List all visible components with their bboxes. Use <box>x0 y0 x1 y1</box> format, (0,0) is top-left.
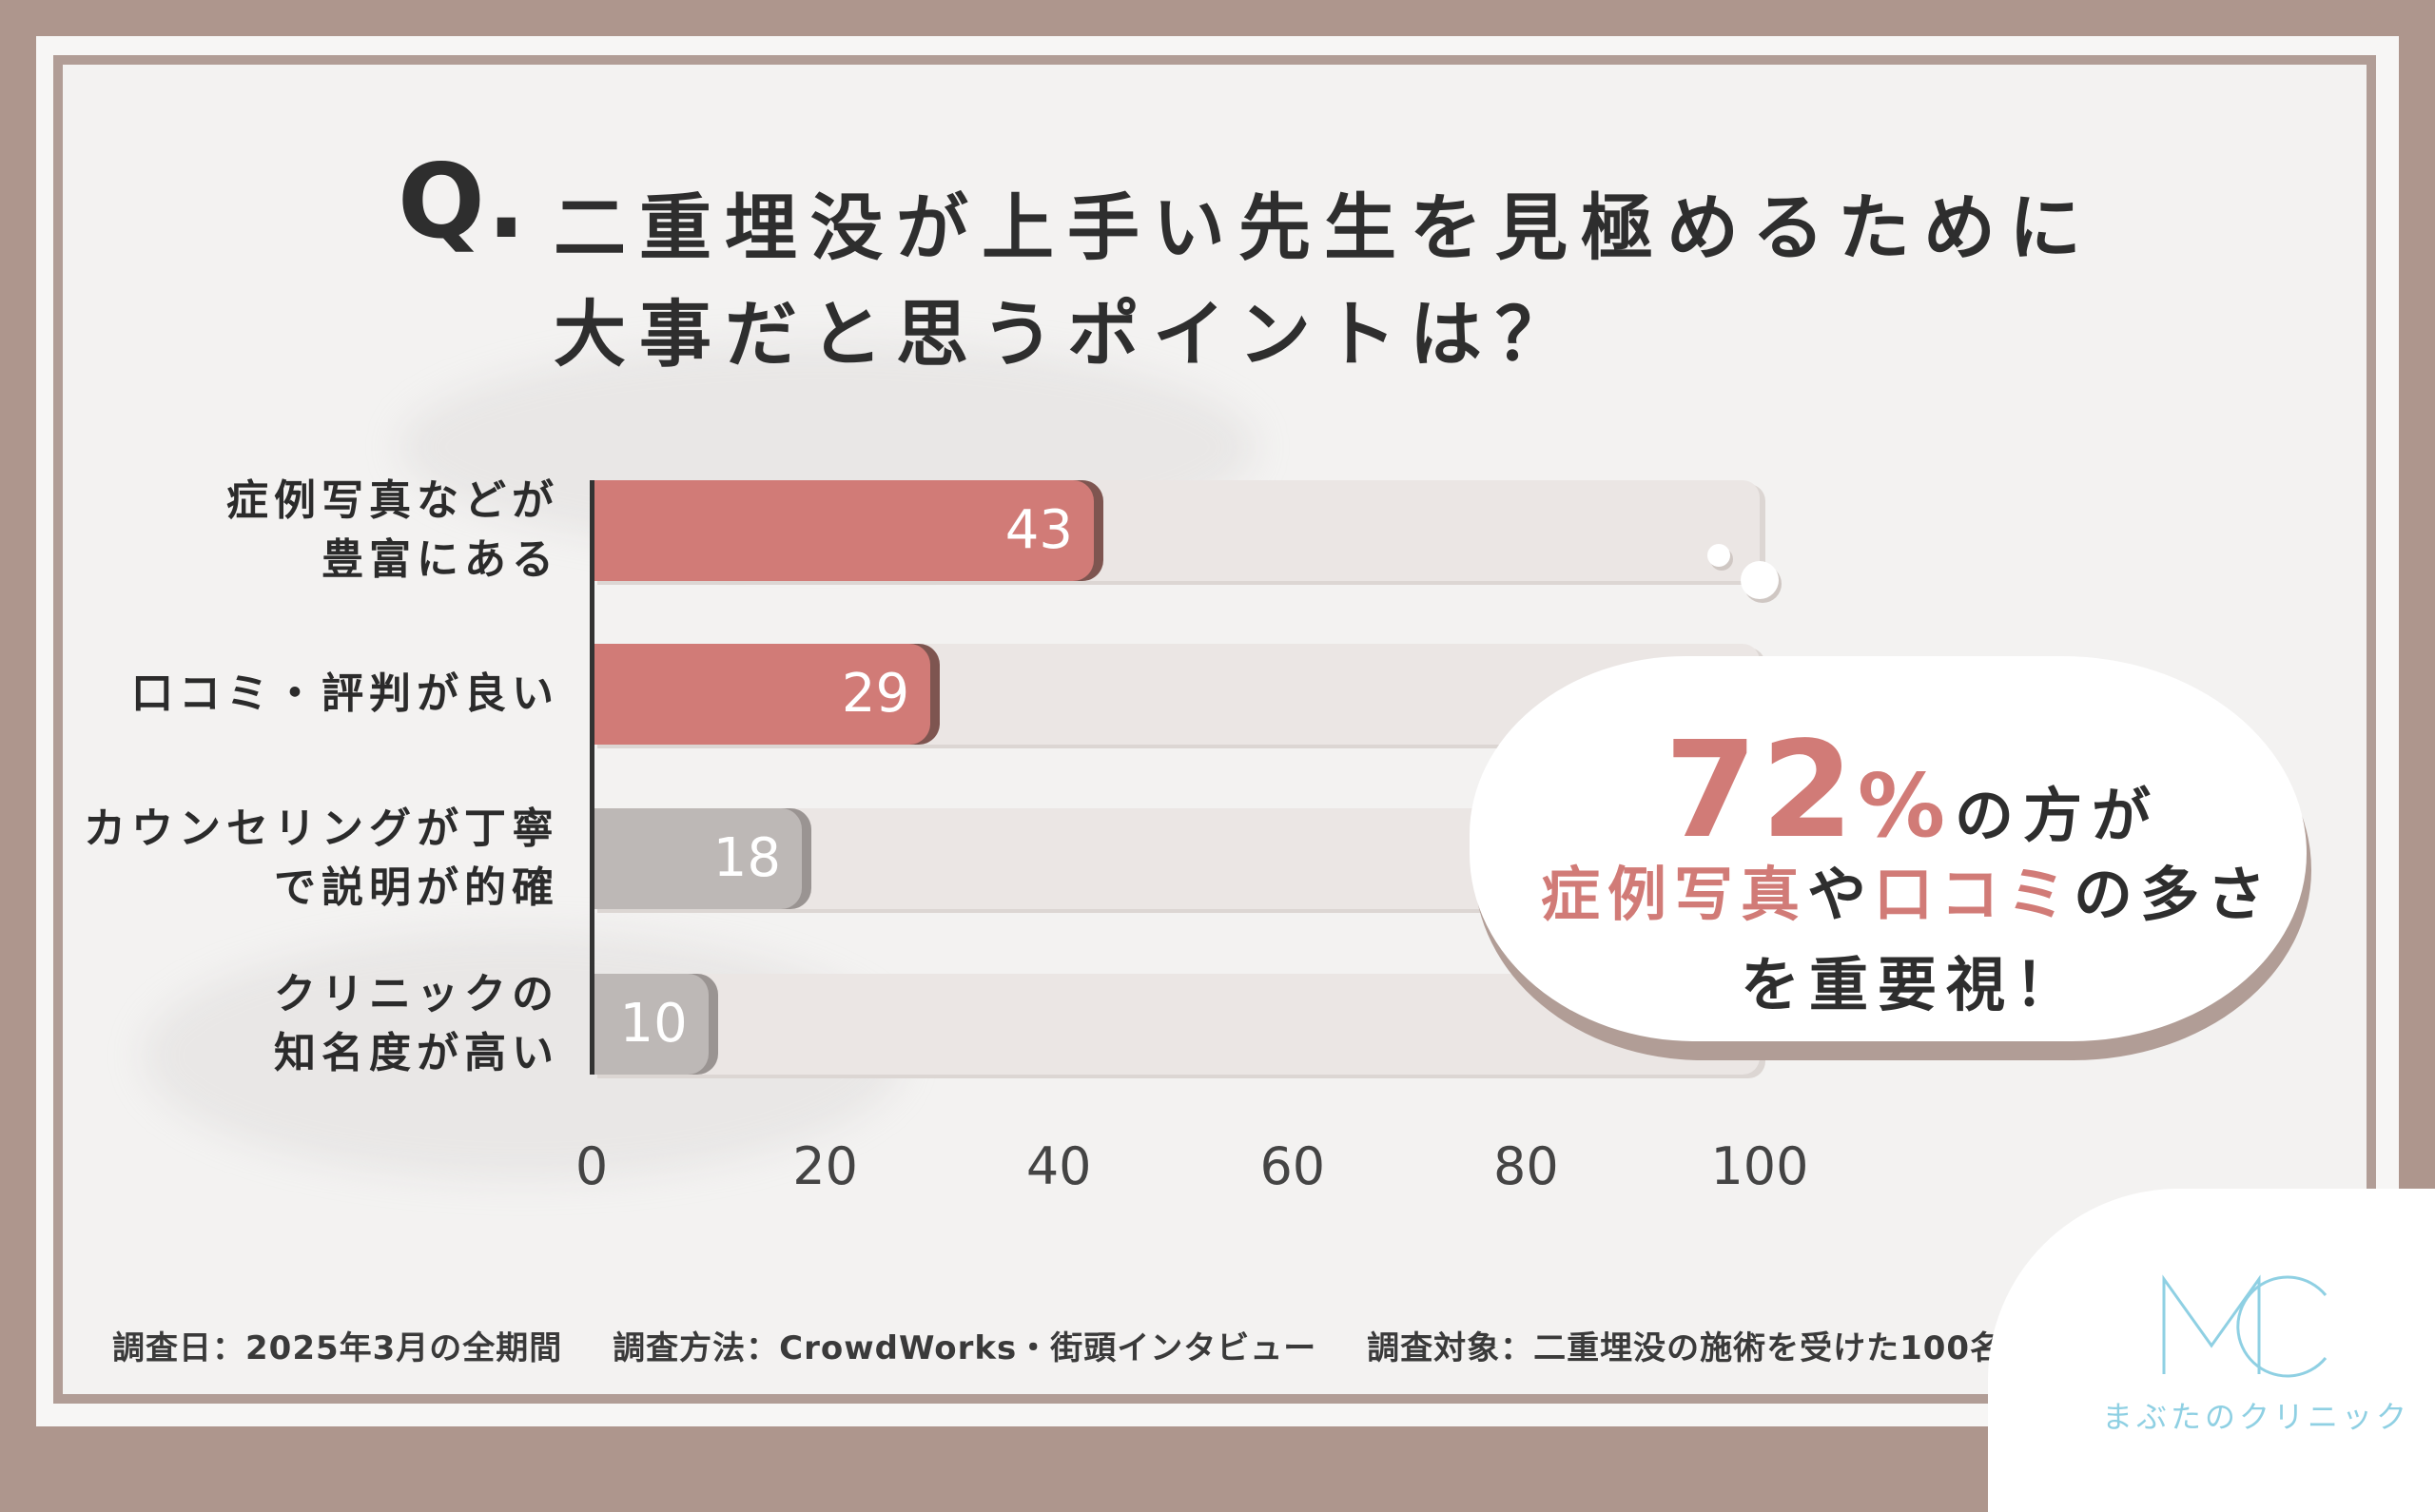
bar <box>592 974 709 1075</box>
x-tick-label: 80 <box>1493 1136 1559 1196</box>
category-label-line: カウンセリングが丁寧 <box>84 804 559 853</box>
category-label-line: クリニックの <box>274 970 559 1018</box>
bar <box>592 480 1095 581</box>
x-tick-label: 20 <box>792 1136 858 1196</box>
category-label-line: 知名度が高い <box>274 1029 559 1077</box>
callout-highlight-1: 症例写真 <box>1541 860 1808 929</box>
callout-big-number: 72 <box>1665 713 1858 868</box>
category-label: 症例写真などが豊富にある <box>226 472 559 590</box>
category-label: 口コミ・評判が良い <box>131 665 559 724</box>
x-tick-label: 40 <box>1025 1136 1092 1196</box>
x-tick-label: 100 <box>1710 1136 1809 1196</box>
category-label-line: 豊富にある <box>321 535 559 584</box>
callout-line-2: 症例写真や口コミの多さ <box>1541 846 2273 932</box>
callout-connector: や <box>1807 860 1875 929</box>
survey-target: 調査対象：二重埋没の施術を受けた100名 <box>1367 1329 2004 1367</box>
category-label: カウンセリングが丁寧で説明が的確 <box>84 800 559 918</box>
question-marker: Q. <box>398 143 528 262</box>
bar <box>592 644 931 745</box>
callout-percent: % <box>1857 755 1946 857</box>
bar-value-label: 10 <box>619 993 688 1055</box>
callout-line-3: を重要視！ <box>1741 950 2084 1019</box>
callout-bubble: 72% の方が 症例写真や口コミの多さ を重要視！ <box>1470 656 2307 1041</box>
survey-method: 調査方法：CrowdWorks・街頭インタビュー <box>613 1329 1317 1367</box>
bar-value-label: 43 <box>1004 499 1074 561</box>
y-axis-line <box>590 480 594 1075</box>
logo-background <box>1988 1189 2435 1512</box>
title-line-1: 二重埋没が上手い先生を見極めるために <box>554 185 2094 270</box>
callout-line-2-end: の多さ <box>2074 860 2274 929</box>
category-label: クリニックの 知名度が高い <box>274 965 559 1083</box>
callout-line-1: 72% の方が <box>1665 713 2160 868</box>
callout-line-1-rest: の方が <box>1955 781 2161 850</box>
bar-value-label: 18 <box>712 827 782 889</box>
title-line-2: 大事だと思うポイントは？ <box>554 292 1581 377</box>
category-label-line: で説明が的確 <box>274 863 559 912</box>
x-tick-label: 60 <box>1259 1136 1326 1196</box>
survey-footer: 調査日：2025年3月の全期間 調査方法：CrowdWorks・街頭インタビュー… <box>112 1322 2041 1368</box>
category-label-line: 症例写真などが <box>226 476 559 525</box>
callout-highlight-2: 口コミ <box>1874 860 2075 929</box>
bar <box>592 808 803 909</box>
decorative-dot <box>1741 561 1779 599</box>
survey-date: 調査日：2025年3月の全期間 <box>112 1329 563 1367</box>
logo-name: まぶたのクリニック <box>2102 1399 2411 1435</box>
x-tick-label: 0 <box>575 1136 609 1196</box>
decorative-dot <box>1707 544 1730 567</box>
bar-value-label: 29 <box>841 663 910 725</box>
mc-logo-icon <box>2162 1274 2328 1378</box>
category-label-line: 口コミ・評判が良い <box>131 669 559 718</box>
